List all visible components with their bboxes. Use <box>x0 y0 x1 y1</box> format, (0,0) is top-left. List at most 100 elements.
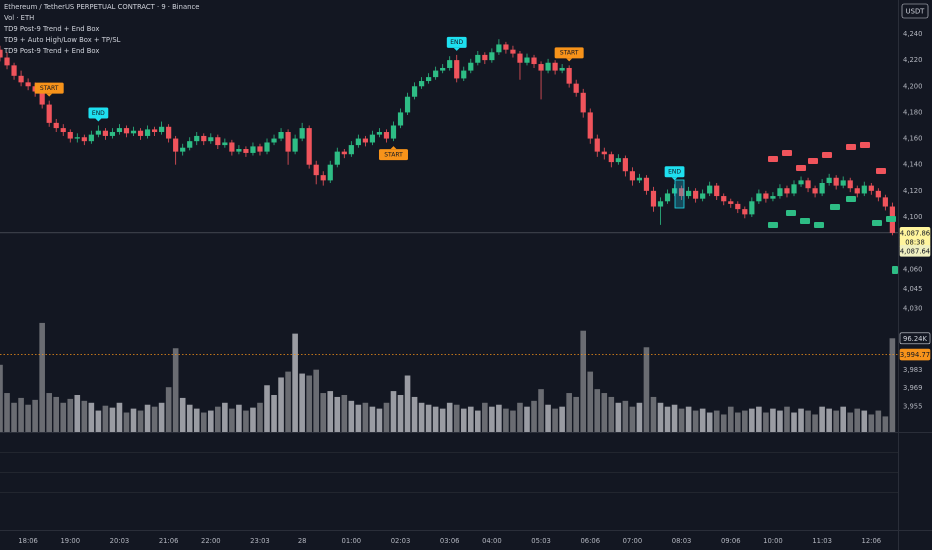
candle-body <box>236 149 242 152</box>
volume-bar <box>81 400 88 432</box>
x-tick-label: 04:00 <box>482 537 502 545</box>
volume-bar <box>538 389 544 432</box>
candle-body <box>447 60 453 68</box>
volume-bar <box>678 408 685 432</box>
volume-bar <box>278 377 284 432</box>
volume-bar <box>46 393 52 432</box>
x-tick-label: 11:03 <box>812 537 832 545</box>
volume-bar <box>348 400 355 432</box>
volume-bar <box>186 404 193 432</box>
legend-entry: TD9 Post-9 Trend + End Box <box>3 25 99 33</box>
x-tick-label: 21:06 <box>159 537 179 545</box>
candle-body <box>102 130 108 136</box>
volume-bar <box>727 406 734 432</box>
volume-bar <box>236 404 242 432</box>
y-tick-label: 4,180 <box>903 108 922 116</box>
y-tick-label: 4,120 <box>903 187 922 195</box>
signal-label-pointer <box>390 146 397 150</box>
volume-bar <box>207 410 214 432</box>
signal-label-box <box>554 47 584 59</box>
candle-body <box>573 83 579 93</box>
signal-label-box <box>446 36 467 48</box>
volume-bar <box>116 402 123 432</box>
candle-body <box>882 197 888 207</box>
candle-body <box>95 130 101 135</box>
candle-body <box>552 62 558 71</box>
volume-bar <box>643 347 650 432</box>
candle-body <box>475 54 481 63</box>
volume-bar <box>496 404 502 432</box>
volume-bar <box>770 408 776 432</box>
candle-body <box>678 188 685 197</box>
signal-label-pointer <box>566 58 573 62</box>
candle-body <box>503 44 509 50</box>
candle-body <box>847 180 853 189</box>
volume-bar <box>18 397 24 432</box>
x-tick-label: 22:00 <box>201 537 221 545</box>
candle-body <box>159 126 165 133</box>
y-tick-label: 3,969 <box>903 384 922 392</box>
candle-body <box>278 132 284 139</box>
volume-bar <box>179 397 186 432</box>
red-flag <box>846 144 856 150</box>
signal-label-pointer <box>671 177 678 181</box>
x-tick-label: 23:03 <box>250 537 270 545</box>
candle-body <box>250 146 256 153</box>
volume-bar <box>545 404 551 432</box>
candle-body <box>657 201 664 207</box>
candle-body <box>531 57 537 65</box>
candle-body <box>362 138 368 143</box>
candle-body <box>735 203 741 210</box>
currency-box <box>901 3 929 19</box>
candle-body <box>109 132 116 136</box>
volume-bar <box>369 406 376 432</box>
candle-body <box>643 177 650 191</box>
volume-bar <box>601 393 608 432</box>
y-tick-label: 4,200 <box>903 82 922 90</box>
candle-body <box>594 138 600 152</box>
volume-bar <box>32 399 38 432</box>
volume-bar <box>517 402 523 432</box>
candle-body <box>763 193 769 199</box>
x-tick-label: 12:06 <box>862 537 882 545</box>
price-axis-tag-label: 3,994.77 <box>900 351 930 359</box>
candle-body <box>840 180 846 186</box>
end-box <box>674 179 685 209</box>
candle-body <box>18 75 24 83</box>
volume-bar <box>622 400 629 432</box>
volume-bar <box>791 412 797 432</box>
volume-bar <box>861 410 868 432</box>
candle-body <box>482 54 488 61</box>
volume-bar <box>489 406 495 432</box>
volume-bar <box>664 406 671 432</box>
volume-bar <box>222 402 228 432</box>
y-tick-label: 4,030 <box>903 304 922 312</box>
x-tick-label: 01:00 <box>342 537 362 545</box>
volume-bar <box>123 412 130 432</box>
volume-bar <box>749 408 755 432</box>
candle-body <box>116 128 123 133</box>
green-flag <box>800 218 810 224</box>
candle-body <box>208 137 214 142</box>
candle-body <box>826 177 832 183</box>
candle-body <box>496 44 502 53</box>
legend-entry: Ethereum / TetherUS PERPETUAL CONTRACT ·… <box>4 3 199 11</box>
candle-body <box>313 164 319 176</box>
volume-bar <box>418 402 425 432</box>
candle-body <box>566 67 572 84</box>
volume-bar <box>482 402 488 432</box>
volume-bar <box>53 396 60 432</box>
y-tick-label: 4,060 <box>903 265 922 273</box>
volume-bar <box>650 396 657 432</box>
volume-bar <box>411 396 418 432</box>
volume-bar <box>446 402 453 432</box>
candle-body <box>88 134 94 142</box>
volume-bar <box>777 410 783 432</box>
candle-body <box>671 188 678 194</box>
volume-bar <box>706 412 713 432</box>
volume-bar <box>151 406 158 432</box>
price-axis-tag <box>899 332 931 345</box>
candle-body <box>770 196 776 199</box>
volume-bar <box>847 412 854 432</box>
